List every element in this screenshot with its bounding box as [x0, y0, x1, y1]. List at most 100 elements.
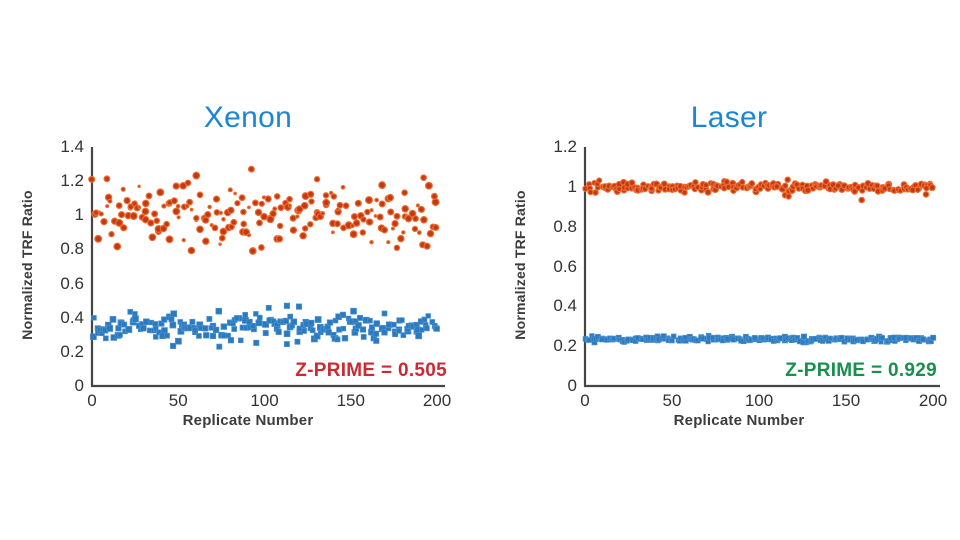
min-signal-xenon-point	[159, 332, 166, 340]
max-signal-xenon-point	[137, 205, 142, 210]
max-signal-xenon-point	[153, 217, 161, 225]
min-signal-xenon-point	[368, 328, 375, 336]
min-signal-xenon-point	[103, 335, 109, 342]
min-signal-laser-point	[654, 337, 661, 344]
min-signal-xenon-point	[413, 321, 420, 329]
min-signal-xenon-point	[303, 320, 310, 327]
min-signal-laser-point	[930, 334, 937, 341]
max-signal-laser-point	[624, 180, 632, 188]
min-signal-laser-point	[837, 335, 844, 342]
max-signal-laser-point	[910, 183, 918, 190]
min-signal-xenon-point	[396, 317, 403, 324]
max-signal-laser-point	[801, 187, 810, 195]
max-signal-xenon-point	[328, 190, 334, 196]
max-signal-laser-point	[639, 185, 647, 192]
min-signal-xenon-point	[249, 322, 256, 329]
max-signal-xenon-point	[129, 212, 138, 220]
max-signal-xenon-point	[419, 241, 427, 249]
min-signal-xenon-point	[367, 317, 373, 324]
x-axis-label: Replicate Number	[182, 412, 314, 429]
max-signal-laser-point	[736, 181, 744, 188]
min-signal-laser-point	[669, 337, 675, 344]
min-signal-laser-point	[611, 335, 617, 342]
min-signal-xenon-point	[336, 326, 343, 333]
max-signal-xenon-point	[302, 225, 309, 232]
max-signal-laser-point	[712, 181, 720, 189]
min-signal-xenon-point	[152, 325, 159, 332]
min-signal-xenon-point	[152, 321, 159, 327]
max-signal-laser-point	[594, 184, 601, 191]
min-signal-laser-point	[686, 333, 693, 340]
min-signal-laser-point	[927, 336, 934, 343]
max-signal-laser-point	[754, 183, 762, 191]
max-signal-xenon-point	[426, 229, 435, 238]
x-tick-label: 100	[250, 391, 279, 410]
max-signal-xenon-point	[107, 198, 113, 204]
min-signal-xenon-point	[203, 332, 210, 339]
min-signal-laser-point	[892, 338, 898, 344]
max-signal-laser-point	[845, 184, 852, 191]
min-signal-xenon-point	[324, 323, 331, 330]
max-signal-laser-point	[922, 191, 930, 198]
max-signal-laser-point	[838, 185, 846, 193]
min-signal-laser-point	[654, 333, 661, 340]
min-signal-laser-point	[812, 335, 819, 342]
max-signal-laser-point	[628, 185, 635, 192]
min-signal-xenon-point	[404, 325, 411, 333]
max-signal-laser-point	[872, 182, 880, 190]
max-signal-laser-point	[909, 186, 917, 194]
max-signal-laser-point	[878, 184, 886, 191]
min-signal-xenon-point	[180, 325, 187, 332]
max-signal-laser-point	[923, 182, 931, 189]
min-signal-laser-point	[884, 338, 890, 345]
min-signal-laser-point	[586, 337, 592, 343]
max-signal-xenon-point	[155, 228, 162, 235]
max-signal-laser-point	[855, 184, 862, 191]
min-signal-laser-point	[629, 336, 635, 342]
min-signal-xenon-point	[373, 330, 380, 337]
max-signal-xenon-point	[275, 235, 284, 243]
max-signal-laser-point	[683, 183, 690, 191]
min-signal-xenon-point	[238, 337, 244, 344]
max-signal-xenon-point	[420, 174, 427, 182]
min-signal-laser-point	[709, 334, 716, 341]
max-signal-laser-point	[721, 177, 728, 185]
max-signal-laser-point	[784, 176, 791, 183]
min-signal-xenon-point	[395, 326, 403, 333]
max-signal-xenon-point	[333, 220, 341, 228]
max-signal-laser-point	[764, 184, 772, 192]
max-signal-xenon-point	[387, 208, 395, 216]
min-signal-xenon-point	[227, 337, 235, 344]
min-signal-xenon-point	[261, 321, 268, 328]
max-signal-laser-point	[611, 182, 619, 190]
max-signal-xenon-point	[115, 218, 124, 227]
min-signal-laser-point	[925, 337, 931, 343]
max-signal-laser-point	[778, 185, 787, 193]
min-signal-laser-point	[871, 338, 878, 344]
max-signal-laser-point	[870, 185, 877, 192]
min-signal-laser-point	[901, 335, 907, 341]
max-signal-xenon-point	[141, 215, 150, 224]
min-signal-laser-point	[595, 333, 601, 340]
min-signal-xenon-point	[231, 317, 238, 323]
y-tick-label: 0.8	[553, 216, 577, 236]
max-signal-laser-point	[601, 183, 609, 191]
max-signal-xenon-point	[196, 191, 204, 199]
max-signal-laser-point	[745, 183, 753, 190]
min-signal-laser-point	[771, 335, 777, 342]
min-signal-laser-point	[805, 338, 811, 344]
min-signal-xenon-point	[287, 313, 294, 320]
max-signal-xenon-point	[127, 205, 133, 211]
max-signal-laser-point	[694, 184, 702, 191]
max-signal-laser-point	[822, 178, 830, 186]
min-signal-laser-point	[690, 336, 697, 343]
y-tick-label: 0.2	[60, 341, 84, 361]
max-signal-xenon-point	[223, 208, 232, 217]
y-tick-label: 0.4	[553, 296, 577, 316]
min-signal-xenon-point	[326, 319, 334, 326]
min-signal-laser-point	[585, 337, 591, 343]
max-signal-laser-point	[769, 180, 777, 188]
max-signal-laser-point	[699, 180, 707, 188]
min-signal-xenon-point	[170, 342, 177, 349]
min-signal-laser-point	[879, 335, 885, 341]
